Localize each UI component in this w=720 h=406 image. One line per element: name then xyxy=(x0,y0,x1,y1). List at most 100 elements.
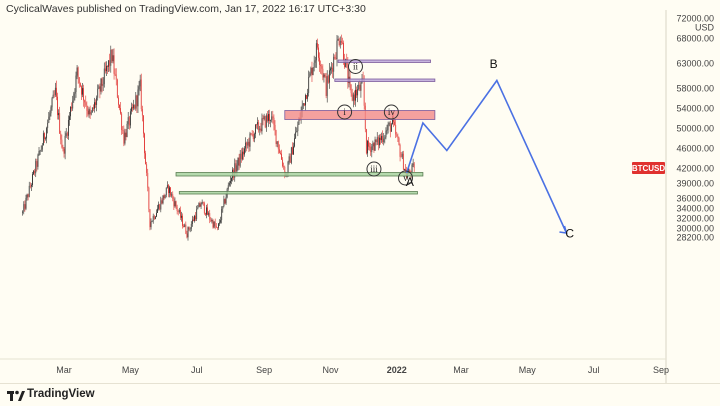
candle-body xyxy=(35,161,36,173)
candle-body xyxy=(63,147,64,149)
candle-body xyxy=(372,143,373,146)
wave-ii: ii xyxy=(348,60,362,74)
candle-body xyxy=(274,118,275,125)
candle-body xyxy=(24,204,25,209)
candle-body xyxy=(356,90,357,95)
candle-body xyxy=(140,80,141,87)
candle-body xyxy=(30,186,31,187)
candle-body xyxy=(78,68,79,78)
candle-body xyxy=(254,134,255,139)
candle-body xyxy=(256,125,257,126)
candle-body xyxy=(283,166,284,167)
candle-body xyxy=(282,160,283,167)
candle-body xyxy=(134,105,135,109)
candle-body xyxy=(222,206,223,209)
candle-body xyxy=(338,39,339,40)
wave-iii-text: iii xyxy=(370,164,378,174)
time-axis[interactable]: Mar May Jul Sep Nov 2022 Mar May Jul Sep xyxy=(0,359,669,375)
candle-body xyxy=(103,84,104,86)
candle-body xyxy=(154,216,155,219)
candle-body xyxy=(245,143,246,149)
candle-body xyxy=(194,216,195,221)
candle-body xyxy=(250,133,251,146)
candle-body xyxy=(379,138,380,146)
candle-body xyxy=(225,199,226,203)
y-tick-label: 68000.00 xyxy=(676,34,714,44)
candle-body xyxy=(281,154,282,160)
candle-body xyxy=(64,149,65,154)
candle-body xyxy=(141,80,142,109)
candle-body xyxy=(197,207,198,209)
candle-body xyxy=(61,140,62,148)
candle-body xyxy=(317,43,318,47)
candle-body xyxy=(113,55,114,61)
candle-body xyxy=(404,169,405,170)
candle-body xyxy=(376,139,377,142)
price-axis[interactable]: 72000.00 68000.00 63000.00 58000.00 54000.00… xyxy=(632,10,715,383)
candle-body xyxy=(100,86,101,91)
candle-body xyxy=(253,134,254,139)
candle-body xyxy=(32,174,33,185)
candle-body xyxy=(218,223,219,227)
candle-body xyxy=(54,95,55,96)
candle-body xyxy=(202,202,203,205)
candle-body xyxy=(272,116,273,117)
candle-body xyxy=(315,60,316,63)
candle-body xyxy=(337,41,338,59)
candle-body xyxy=(118,98,119,105)
candle-body xyxy=(386,131,387,138)
candle-body xyxy=(262,118,263,131)
candle-body xyxy=(384,137,385,138)
candle-body xyxy=(36,161,37,167)
candle-body xyxy=(403,154,404,170)
candle-body xyxy=(95,102,96,105)
candle-body xyxy=(164,195,165,198)
candle-body xyxy=(269,114,270,121)
candle-body xyxy=(145,153,146,164)
candle-body xyxy=(382,136,383,142)
candle-body xyxy=(82,88,83,94)
candle-body xyxy=(55,88,56,95)
candle-body xyxy=(88,111,89,115)
candle-body xyxy=(324,75,325,78)
y-tick-label: 28200.00 xyxy=(676,233,714,243)
candle-body xyxy=(336,58,337,59)
candle-body xyxy=(105,69,106,72)
x-tick-label: Mar xyxy=(56,365,72,375)
candle-body xyxy=(200,203,201,206)
x-tick-label: Nov xyxy=(322,365,339,375)
candle-body xyxy=(291,147,292,162)
candle-body xyxy=(260,129,261,132)
candle-body xyxy=(158,204,159,208)
candle-body xyxy=(148,188,149,210)
y-tick-label: 54000.00 xyxy=(676,104,714,114)
candle-body xyxy=(165,195,166,198)
candle-body xyxy=(381,136,382,140)
candle-body xyxy=(244,148,245,154)
candle-body xyxy=(355,90,356,101)
candle-body xyxy=(114,55,115,73)
candle-body xyxy=(182,216,183,226)
candle-body xyxy=(308,77,309,93)
candle-body xyxy=(378,137,379,145)
candle-body xyxy=(96,98,97,105)
candle-body xyxy=(268,114,269,121)
candle-body xyxy=(243,152,244,155)
candle-body xyxy=(84,100,85,102)
candle-body xyxy=(366,129,367,153)
candle-body xyxy=(146,164,147,173)
candle-body xyxy=(293,147,294,155)
candle-body xyxy=(51,107,52,113)
candle-body xyxy=(44,133,45,139)
candle-body xyxy=(204,203,205,213)
candle-body xyxy=(226,197,227,203)
candle-body xyxy=(49,113,50,116)
candle-body xyxy=(72,101,73,109)
candle-body xyxy=(340,41,341,45)
candle-body xyxy=(166,188,167,195)
candle-body xyxy=(85,102,86,105)
candle-body xyxy=(246,143,247,146)
candle-body xyxy=(263,118,264,119)
candle-body xyxy=(68,120,69,136)
